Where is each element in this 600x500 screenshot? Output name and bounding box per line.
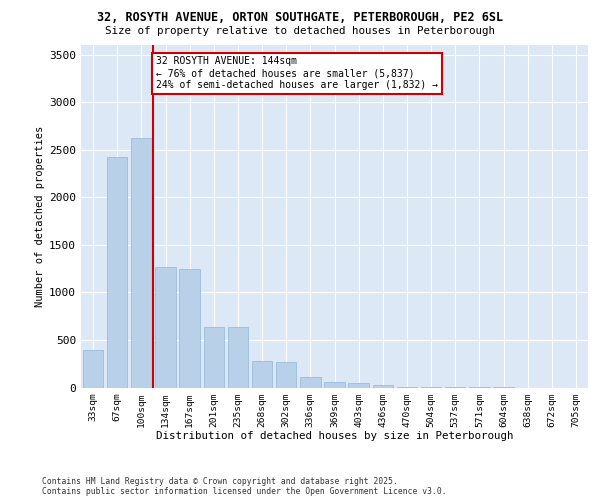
Text: Contains HM Land Registry data © Crown copyright and database right 2025.
Contai: Contains HM Land Registry data © Crown c… <box>42 476 446 496</box>
Text: 32 ROSYTH AVENUE: 144sqm
← 76% of detached houses are smaller (5,837)
24% of sem: 32 ROSYTH AVENUE: 144sqm ← 76% of detach… <box>156 56 438 90</box>
X-axis label: Distribution of detached houses by size in Peterborough: Distribution of detached houses by size … <box>156 431 513 441</box>
Y-axis label: Number of detached properties: Number of detached properties <box>35 126 45 307</box>
Text: Size of property relative to detached houses in Peterborough: Size of property relative to detached ho… <box>105 26 495 36</box>
Bar <box>203 326 224 388</box>
Bar <box>373 385 393 388</box>
Bar <box>83 350 103 388</box>
Bar <box>397 386 417 388</box>
Bar <box>300 377 320 388</box>
Bar <box>349 382 369 388</box>
Bar <box>324 382 345 388</box>
Bar <box>276 362 296 388</box>
Bar <box>179 268 200 388</box>
Bar <box>227 327 248 388</box>
Bar <box>155 266 176 388</box>
Bar <box>107 158 127 388</box>
Bar <box>131 138 152 388</box>
Text: 32, ROSYTH AVENUE, ORTON SOUTHGATE, PETERBOROUGH, PE2 6SL: 32, ROSYTH AVENUE, ORTON SOUTHGATE, PETE… <box>97 11 503 24</box>
Bar <box>252 362 272 388</box>
